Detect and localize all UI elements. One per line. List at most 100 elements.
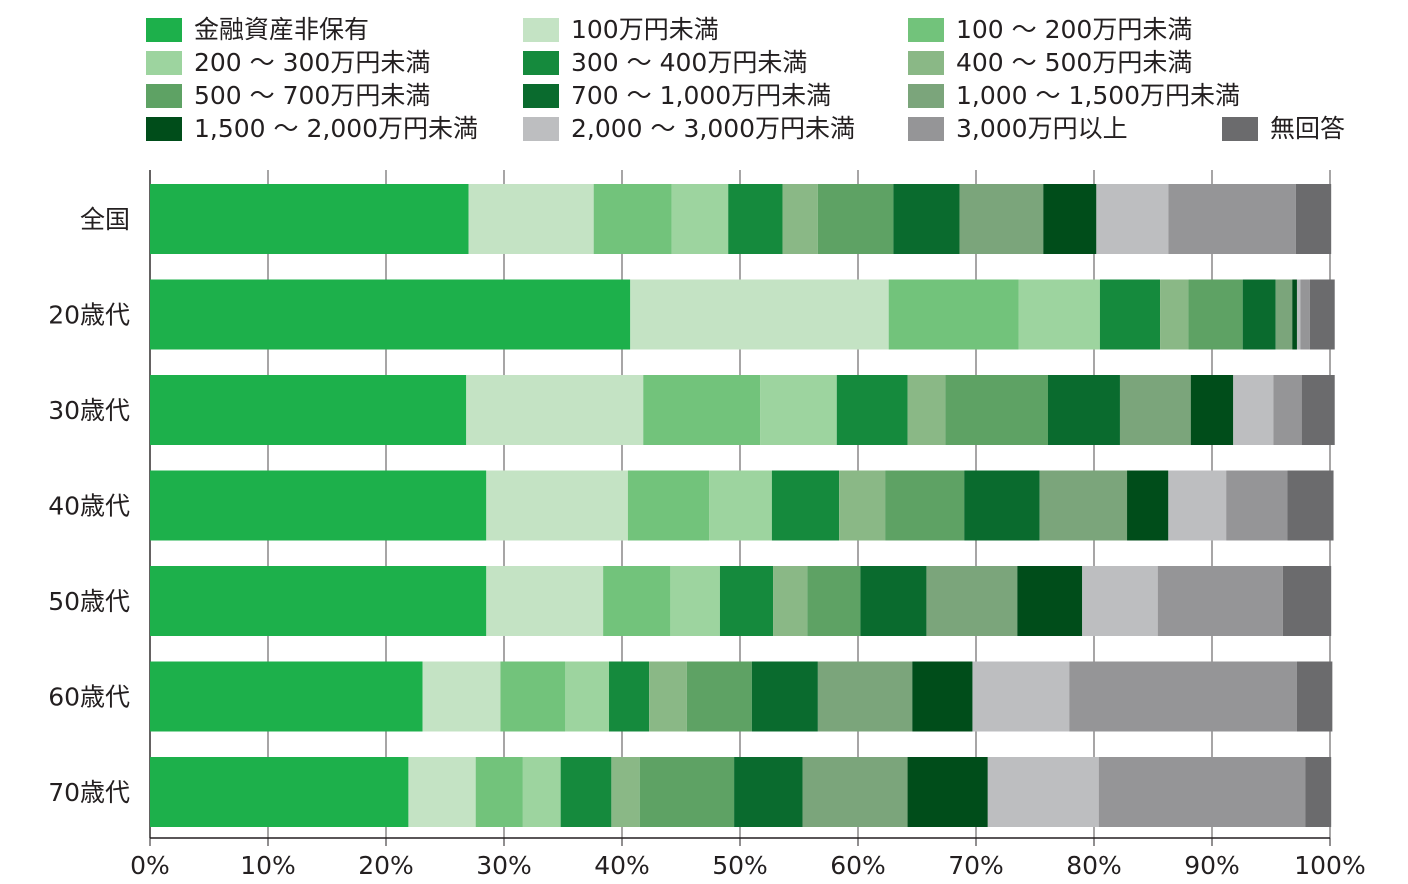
legend-item: 700 ～ 1,000万円未満 [523, 81, 831, 111]
bar-segment [817, 661, 913, 732]
bar-segment [1043, 184, 1097, 254]
category-label: 50歳代 [48, 587, 130, 616]
legend-swatch [146, 51, 182, 75]
bar-segment [1098, 757, 1306, 827]
legend-label: 100 ～ 200万円未満 [956, 15, 1193, 44]
legend-label: 400 ～ 500万円未満 [956, 48, 1193, 77]
legend-label: 100万円未満 [571, 15, 719, 44]
bar-segment [1017, 566, 1083, 636]
bar-segment [150, 566, 487, 636]
bar-segment [836, 375, 908, 445]
legend-swatch [523, 18, 559, 42]
bar-segment [611, 757, 640, 827]
x-tick-label: 100% [1294, 851, 1365, 880]
bar-segment [760, 375, 837, 445]
bar-segment [1301, 375, 1335, 445]
bar-segment [885, 470, 965, 541]
bar-segment [987, 757, 1099, 827]
legend-item: 無回答 [1222, 114, 1345, 144]
legend-item: 100万円未満 [523, 15, 719, 45]
x-tick-label: 0% [130, 851, 170, 880]
bar-segment [709, 470, 772, 541]
x-tick-label: 60% [830, 851, 886, 880]
bar-segment [807, 566, 861, 636]
legend-label: 無回答 [1270, 114, 1346, 143]
bar-segment [926, 566, 1018, 636]
bar-segment [475, 757, 523, 827]
bar-segment [593, 184, 672, 254]
x-tick-label: 70% [948, 851, 1004, 880]
legend-label: 200 ～ 300万円未満 [194, 48, 431, 77]
legend-item: 100 ～ 200万円未満 [908, 15, 1192, 45]
bar-segment [1233, 375, 1274, 445]
bar-segment [773, 566, 808, 636]
bar-segment [907, 757, 988, 827]
legend-swatch [523, 117, 559, 141]
legend-item: 500 ～ 700万円未満 [146, 81, 430, 111]
bar-segment [1300, 279, 1310, 350]
legend-swatch [908, 117, 944, 141]
bar-segment [500, 661, 566, 732]
legend-item: 1,500 ～ 2,000万円未満 [146, 114, 478, 144]
bar-segment [150, 375, 467, 445]
x-tick-label: 40% [594, 851, 650, 880]
bar-segment [734, 757, 803, 827]
legend-label: 1,500 ～ 2,000万円未満 [194, 114, 479, 143]
legend-swatch [146, 84, 182, 108]
bar-segment [1226, 470, 1288, 541]
x-tick-label: 50% [712, 851, 768, 880]
bar-segment [639, 757, 735, 827]
legend: 金融資産非保有 100万円未満 100 ～ 200万円未満 200 ～ 300万円未満… [0, 0, 1408, 150]
bar-segment [630, 279, 889, 350]
bar-segment [751, 661, 818, 732]
bar-segment [1309, 279, 1335, 350]
category-label: 60歳代 [48, 683, 130, 712]
x-tick-label: 90% [1184, 851, 1240, 880]
category-label: 20歳代 [48, 301, 130, 330]
bar-segment [560, 757, 612, 827]
bar-segment [408, 757, 476, 827]
bar-segment [1188, 279, 1243, 350]
bar-segment [686, 661, 752, 732]
bar-segment [964, 470, 1040, 541]
bar-segment [817, 184, 894, 254]
bar-segment [1096, 184, 1169, 254]
bar-segment [1069, 661, 1297, 732]
bar-segment [1273, 375, 1302, 445]
bar-segment [522, 757, 561, 827]
bar-segment [649, 661, 687, 732]
legend-item: 2,000 ～ 3,000万円未満 [523, 114, 855, 144]
bar-segment [1168, 470, 1227, 541]
bar-segment [150, 279, 631, 350]
bar-segment [150, 661, 423, 732]
legend-item: 200 ～ 300万円未満 [146, 48, 430, 78]
bar-segment [1190, 375, 1234, 445]
legend-item: 1,000 ～ 1,500万円未満 [908, 81, 1240, 111]
bar-segment [1275, 279, 1293, 350]
legend-swatch [908, 51, 944, 75]
bar-segment [719, 566, 774, 636]
bar-segment [150, 184, 469, 254]
bar-segment [1296, 661, 1333, 732]
bar-segment [839, 470, 886, 541]
legend-label: 1,000 ～ 1,500万円未満 [956, 81, 1241, 110]
x-tick-label: 80% [1066, 851, 1122, 880]
legend-swatch [908, 18, 944, 42]
bar-segment [671, 184, 729, 254]
legend-item: 金融資産非保有 [146, 15, 369, 45]
bar-segment [1157, 566, 1283, 636]
bar-segment [627, 470, 710, 541]
x-tick-label: 10% [240, 851, 296, 880]
bar-segment [959, 184, 1044, 254]
bar-segment [860, 566, 927, 636]
bar-segment [670, 566, 720, 636]
bar-segment [1127, 470, 1169, 541]
bar-segment [603, 566, 671, 636]
bar-segment [888, 279, 1019, 350]
bar-segment [1018, 279, 1100, 350]
category-label: 全国 [80, 205, 130, 234]
legend-swatch [146, 18, 182, 42]
legend-swatch [908, 84, 944, 108]
legend-swatch [523, 51, 559, 75]
